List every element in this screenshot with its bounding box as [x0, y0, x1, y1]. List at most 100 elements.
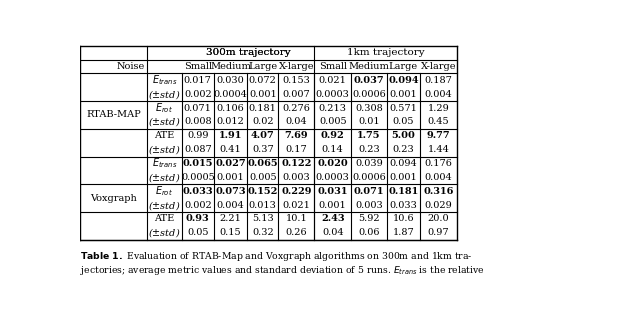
Text: 0.0003: 0.0003: [316, 90, 349, 99]
Text: 0.05: 0.05: [187, 228, 209, 237]
Text: $\mathbf{Table\ 1.}$ Evaluation of RTAB-Map and Voxgraph algorithms on 300m and : $\mathbf{Table\ 1.}$ Evaluation of RTAB-…: [80, 249, 484, 277]
Text: ($\pm$std): ($\pm$std): [148, 171, 180, 184]
Text: 0.020: 0.020: [317, 159, 348, 168]
Text: 0.106: 0.106: [217, 104, 244, 113]
Text: 0.001: 0.001: [390, 90, 417, 99]
Text: 0.004: 0.004: [217, 201, 244, 210]
Text: Small: Small: [184, 62, 212, 71]
Text: 300m trajectory: 300m trajectory: [205, 48, 290, 57]
Text: 1.91: 1.91: [219, 131, 242, 140]
Text: 1.75: 1.75: [357, 131, 381, 140]
Text: 9.77: 9.77: [427, 131, 451, 140]
Text: 0.93: 0.93: [186, 214, 210, 223]
Text: 0.001: 0.001: [319, 201, 347, 210]
Text: 0.065: 0.065: [248, 159, 278, 168]
Text: 5.13: 5.13: [252, 214, 274, 223]
Text: 0.176: 0.176: [425, 159, 452, 168]
Text: 0.229: 0.229: [281, 187, 312, 196]
Text: 0.027: 0.027: [215, 159, 246, 168]
Text: 0.030: 0.030: [217, 76, 244, 85]
Text: 10.6: 10.6: [392, 214, 414, 223]
Text: 2.21: 2.21: [220, 214, 241, 223]
Text: 0.004: 0.004: [425, 90, 452, 99]
Text: 0.001: 0.001: [249, 90, 276, 99]
Text: 0.181: 0.181: [388, 187, 419, 196]
Text: 0.153: 0.153: [282, 76, 310, 85]
Text: 1km trajectory: 1km trajectory: [347, 48, 424, 57]
Text: 0.001: 0.001: [390, 173, 417, 182]
Text: 0.002: 0.002: [184, 201, 212, 210]
Text: 0.017: 0.017: [184, 76, 212, 85]
Text: 0.003: 0.003: [282, 173, 310, 182]
Text: 0.0005: 0.0005: [181, 173, 214, 182]
Text: 0.072: 0.072: [249, 76, 276, 85]
Text: 0.031: 0.031: [317, 187, 348, 196]
Text: 20.0: 20.0: [428, 214, 449, 223]
Text: 0.23: 0.23: [392, 145, 414, 154]
Text: 0.276: 0.276: [282, 104, 310, 113]
Text: 0.316: 0.316: [424, 187, 454, 196]
Text: X-large: X-large: [421, 62, 456, 71]
Text: X-large: X-large: [278, 62, 314, 71]
Text: 0.15: 0.15: [220, 228, 241, 237]
Text: ($\pm$std): ($\pm$std): [148, 143, 180, 156]
Text: 0.021: 0.021: [319, 76, 347, 85]
Text: 0.0004: 0.0004: [214, 90, 248, 99]
Text: 0.32: 0.32: [252, 228, 274, 237]
Text: 0.094: 0.094: [390, 159, 417, 168]
Text: 1.29: 1.29: [428, 104, 449, 113]
Text: 0.05: 0.05: [393, 117, 414, 126]
Text: 0.04: 0.04: [322, 228, 344, 237]
Text: 0.122: 0.122: [281, 159, 312, 168]
Text: 0.06: 0.06: [358, 228, 380, 237]
Text: 0.013: 0.013: [249, 201, 276, 210]
Text: 0.571: 0.571: [390, 104, 417, 113]
Text: $E_{trans}$: $E_{trans}$: [152, 157, 177, 170]
Text: 0.071: 0.071: [354, 187, 384, 196]
Text: 0.41: 0.41: [220, 145, 241, 154]
Text: ($\pm$std): ($\pm$std): [148, 226, 180, 239]
Text: 0.005: 0.005: [249, 173, 276, 182]
Text: Large: Large: [389, 62, 418, 71]
Text: 1.44: 1.44: [428, 145, 449, 154]
Text: ATE: ATE: [154, 131, 175, 140]
Text: 0.002: 0.002: [184, 90, 212, 99]
Text: 0.308: 0.308: [355, 104, 383, 113]
Text: 0.015: 0.015: [182, 159, 213, 168]
Text: 0.001: 0.001: [217, 173, 244, 182]
Text: 0.0006: 0.0006: [352, 90, 386, 99]
Text: Small: Small: [319, 62, 347, 71]
Text: 5.00: 5.00: [392, 131, 415, 140]
Text: 0.033: 0.033: [182, 187, 213, 196]
Text: 0.007: 0.007: [282, 90, 310, 99]
Text: 2.43: 2.43: [321, 214, 344, 223]
Text: RTAB-MAP: RTAB-MAP: [86, 110, 141, 119]
Text: 0.14: 0.14: [322, 145, 344, 154]
Text: Voxgraph: Voxgraph: [90, 194, 137, 203]
Text: $E_{trans}$: $E_{trans}$: [152, 73, 177, 87]
Text: Noise: Noise: [116, 62, 145, 71]
Text: 0.97: 0.97: [428, 228, 449, 237]
Text: 7.69: 7.69: [284, 131, 308, 140]
Text: ($\pm$std): ($\pm$std): [148, 88, 180, 100]
Text: 0.45: 0.45: [428, 117, 449, 126]
Text: 0.187: 0.187: [425, 76, 452, 85]
Text: $E_{rot}$: $E_{rot}$: [156, 184, 173, 198]
Text: 0.087: 0.087: [184, 145, 212, 154]
Text: 0.92: 0.92: [321, 131, 344, 140]
Text: 0.181: 0.181: [249, 104, 276, 113]
Text: 0.01: 0.01: [358, 117, 380, 126]
Text: 0.039: 0.039: [355, 159, 383, 168]
Text: 0.0006: 0.0006: [352, 173, 386, 182]
Text: 0.99: 0.99: [187, 131, 209, 140]
Text: 0.012: 0.012: [216, 117, 244, 126]
Text: 0.021: 0.021: [282, 201, 310, 210]
Text: 0.02: 0.02: [252, 117, 273, 126]
Text: 0.152: 0.152: [248, 187, 278, 196]
Text: 0.23: 0.23: [358, 145, 380, 154]
Text: 0.26: 0.26: [285, 228, 307, 237]
Text: 0.008: 0.008: [184, 117, 212, 126]
Text: 0.213: 0.213: [319, 104, 347, 113]
Text: ($\pm$std): ($\pm$std): [148, 198, 180, 211]
Text: 0.004: 0.004: [425, 173, 452, 182]
